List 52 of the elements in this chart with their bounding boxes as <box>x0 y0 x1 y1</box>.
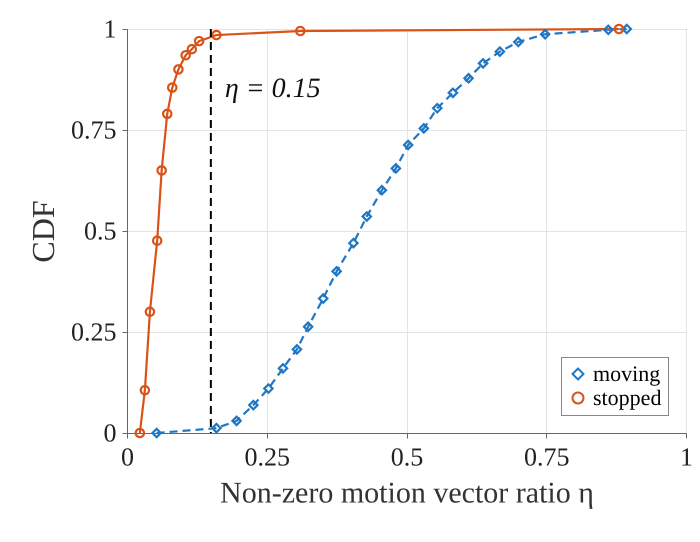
y-tick-label: 0.5 <box>84 216 116 246</box>
x-tick-label: 0.5 <box>390 442 424 472</box>
y-tick-label: 0.25 <box>71 318 116 346</box>
point <box>140 384 150 396</box>
point <box>318 293 328 304</box>
x-tick-label: 0.25 <box>244 442 290 472</box>
point <box>180 50 191 61</box>
point <box>173 64 184 75</box>
point <box>156 165 167 176</box>
point <box>151 428 162 438</box>
point <box>513 36 524 48</box>
point <box>463 73 474 84</box>
point <box>231 416 242 426</box>
point <box>402 140 414 150</box>
point <box>194 36 204 46</box>
point <box>186 44 198 54</box>
point <box>248 400 259 410</box>
point <box>211 422 222 434</box>
point <box>263 383 274 394</box>
point <box>432 102 443 114</box>
point <box>621 24 632 34</box>
point <box>540 28 550 40</box>
x-axis-title: Non-zero motion vector ratio η <box>220 476 594 510</box>
y-tick-label: 0 <box>104 418 116 448</box>
point <box>302 321 314 332</box>
point <box>152 235 162 246</box>
point <box>603 24 614 36</box>
legend-label: moving <box>593 361 660 386</box>
x-tick-label: 1 <box>680 442 693 472</box>
y-tick-label: 0.75 <box>71 116 116 144</box>
point <box>448 88 458 98</box>
point <box>390 163 402 174</box>
point <box>144 306 156 318</box>
y-axis-title: CDF <box>25 200 61 263</box>
point <box>478 58 488 69</box>
y-tick-label: 1 <box>104 14 116 44</box>
point <box>348 238 359 248</box>
point <box>362 211 372 222</box>
point <box>292 344 302 355</box>
point <box>331 266 342 277</box>
point <box>494 46 506 57</box>
point <box>295 26 306 36</box>
point <box>376 184 388 196</box>
legend-label: stopped <box>593 385 662 410</box>
x-tick-label: 0 <box>121 442 134 472</box>
point <box>162 108 173 120</box>
point <box>211 30 222 40</box>
point <box>166 82 178 93</box>
point <box>278 363 288 374</box>
ref-line-label: η = 0.15 <box>224 73 321 104</box>
point <box>418 123 430 134</box>
x-tick-label: 0.75 <box>524 442 570 472</box>
